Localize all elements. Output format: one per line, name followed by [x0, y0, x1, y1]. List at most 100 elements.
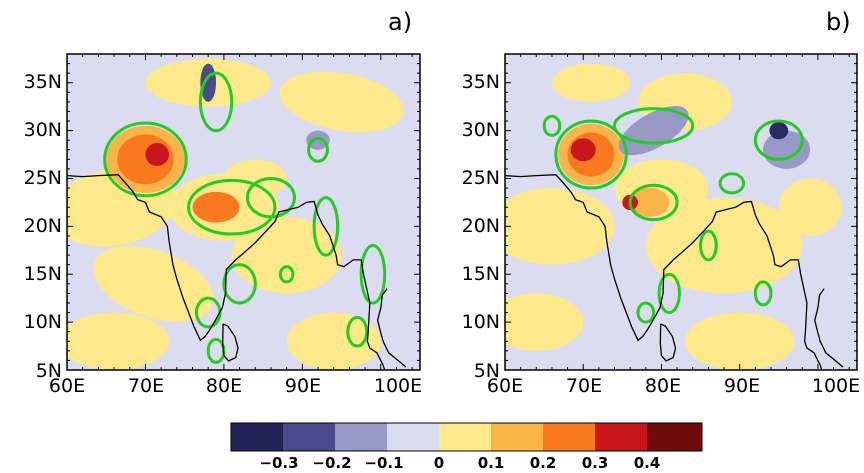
- panel-b: b) 35N 30N 25N 20N 15N 10N 5N 60E 70E 80…: [462, 8, 861, 397]
- significance-contour: [718, 172, 746, 195]
- colorbar-swatch: [283, 423, 335, 451]
- lon-label: 90E: [724, 375, 760, 397]
- lat-label: 10N: [24, 311, 62, 333]
- panel-b-contours: [542, 107, 804, 324]
- lon-label: 60E: [49, 375, 85, 397]
- panel-a-shading: [67, 58, 404, 370]
- shaded-anomaly-region: [778, 178, 842, 236]
- significance-contour: [628, 183, 679, 222]
- panel-a-coastline: [67, 174, 407, 370]
- panel-a: a) 35N 30N 25N 20N 15N 10N 5N 60E 70E 80…: [24, 8, 423, 397]
- colorbar-label: 0.1: [478, 454, 505, 472]
- shaded-anomaly-region: [618, 106, 689, 156]
- lat-label: 20N: [24, 215, 62, 237]
- panel-b-shading: [505, 63, 842, 370]
- shaded-anomaly-region: [93, 245, 214, 322]
- colorbar: −0.3 −0.2 −0.1 0 0.1 0.2 0.3 0.4: [230, 422, 703, 472]
- colorbar-swatch: [387, 423, 439, 451]
- significance-contour: [198, 71, 234, 133]
- panel-b-lat-labels: 35N 30N 25N 20N 15N 10N 5N: [462, 71, 500, 382]
- lat-label: 35N: [462, 71, 500, 93]
- lat-label: 10N: [462, 311, 500, 333]
- shaded-anomaly-region: [67, 312, 169, 370]
- lon-label: 70E: [566, 375, 602, 397]
- significance-contour: [312, 196, 340, 257]
- lat-label: 15N: [24, 263, 62, 285]
- shaded-anomaly-region: [684, 312, 795, 370]
- significance-contour: [307, 136, 329, 163]
- colorbar-swatch: [231, 423, 283, 451]
- significance-contour: [245, 176, 296, 219]
- panel-b-lon-labels: 60E 70E 80E 90E 100E: [487, 375, 860, 397]
- significance-contour: [554, 119, 628, 190]
- shaded-anomaly-region: [505, 293, 584, 351]
- panel-b-coastline: [505, 174, 844, 370]
- panel-b-label: b): [826, 8, 851, 36]
- colorbar-swatch: [439, 423, 491, 451]
- shaded-anomaly-region: [769, 121, 789, 140]
- shaded-anomaly-region: [630, 188, 670, 217]
- colorbar-swatches: [231, 423, 702, 451]
- shaded-anomaly-region: [551, 63, 631, 102]
- colorbar-swatch: [595, 423, 647, 451]
- colorbar-label: −0.2: [312, 454, 351, 472]
- lat-label: 25N: [462, 167, 500, 189]
- significance-contour: [699, 229, 718, 262]
- colorbar-labels: −0.3 −0.2 −0.1 0 0.1 0.2 0.3 0.4: [259, 454, 660, 472]
- shaded-anomaly-region: [570, 138, 596, 162]
- lon-label: 60E: [487, 375, 523, 397]
- colorbar-label: 0: [434, 454, 444, 472]
- colorbar-label: −0.1: [364, 454, 403, 472]
- significance-contour: [753, 280, 773, 307]
- significance-contour: [103, 121, 188, 198]
- significance-contour: [278, 265, 295, 284]
- shaded-anomaly-region: [286, 312, 381, 370]
- colorbar-label: 0.2: [530, 454, 557, 472]
- significance-contour: [187, 178, 277, 236]
- lat-label: 35N: [24, 71, 62, 93]
- significance-contour: [542, 114, 562, 137]
- colorbar-label: 0.4: [634, 454, 661, 472]
- lat-label: 5N: [36, 360, 62, 382]
- significance-contour: [753, 119, 804, 161]
- lon-label: 70E: [128, 375, 164, 397]
- significance-contour: [657, 272, 681, 315]
- lon-label: 90E: [285, 375, 321, 397]
- shaded-anomaly-region: [223, 159, 287, 198]
- significance-contour: [613, 107, 695, 145]
- shaded-anomaly-region: [505, 188, 615, 265]
- shaded-anomaly-region: [145, 143, 169, 167]
- colorbar-swatch: [491, 423, 543, 451]
- panel-a-label: a): [388, 8, 412, 36]
- lon-label: 100E: [812, 375, 860, 397]
- significance-contour: [222, 263, 257, 305]
- significance-contour: [636, 301, 656, 324]
- colorbar-swatch: [543, 423, 595, 451]
- lat-label: 20N: [462, 215, 500, 237]
- colorbar-label: −0.3: [259, 454, 298, 472]
- colorbar-frame: [230, 422, 703, 452]
- lat-label: 25N: [24, 167, 62, 189]
- colorbar-swatch: [647, 423, 702, 451]
- panel-a-lat-labels: 35N 30N 25N 20N 15N 10N 5N: [24, 71, 62, 382]
- significance-contour: [359, 244, 387, 305]
- colorbar-label: 0.3: [582, 454, 609, 472]
- lon-label: 80E: [206, 375, 242, 397]
- shaded-anomaly-region: [279, 71, 404, 133]
- panel-b-frame: [504, 53, 858, 371]
- significance-contour: [346, 315, 369, 348]
- panel-a-contours: [103, 71, 387, 364]
- panel-b-axis-ticks: [504, 53, 857, 371]
- lat-label: 5N: [474, 360, 500, 382]
- shaded-anomaly-region: [306, 130, 330, 150]
- shaded-anomaly-region: [645, 197, 803, 294]
- lon-label: 80E: [645, 375, 681, 397]
- panel-a-axis-ticks: [66, 53, 420, 371]
- lat-label: 30N: [462, 119, 500, 141]
- shaded-anomaly-region: [192, 191, 240, 223]
- lat-label: 15N: [462, 263, 500, 285]
- colorbar-swatch: [335, 423, 387, 451]
- lon-label: 100E: [374, 375, 422, 397]
- panel-a-lon-labels: 60E 70E 80E 90E 100E: [49, 375, 422, 397]
